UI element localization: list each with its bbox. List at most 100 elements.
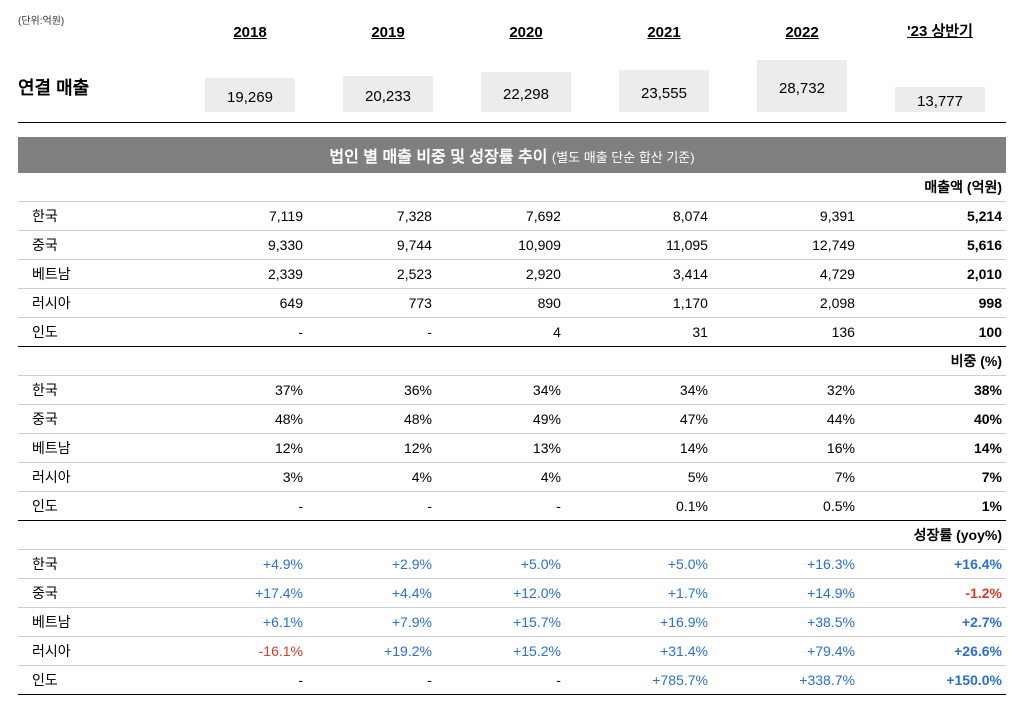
- cell: 100: [859, 318, 1006, 347]
- consolidated-revenue-label: 연결 매출: [18, 74, 178, 112]
- rev-bar-5: 13,777: [895, 87, 985, 112]
- row-label: 한국: [18, 376, 178, 405]
- row-label: 인도: [18, 666, 178, 695]
- cell: 3%: [178, 463, 307, 492]
- cell: 4: [436, 318, 565, 347]
- cell: -: [436, 666, 565, 695]
- cell: +150.0%: [859, 666, 1006, 695]
- cell: 38%: [859, 376, 1006, 405]
- cell: 10,909: [436, 231, 565, 260]
- cell: +26.6%: [859, 637, 1006, 666]
- cell: 1,170: [565, 289, 712, 318]
- cell: -: [436, 492, 565, 521]
- cell: 7%: [859, 463, 1006, 492]
- year-2020: 2020: [460, 24, 592, 49]
- rev-bar-3: 23,555: [619, 70, 709, 112]
- cell: 0.5%: [712, 492, 859, 521]
- cell: 40%: [859, 405, 1006, 434]
- cell: +6.1%: [178, 608, 307, 637]
- rev-bar-cell-5: 13,777: [874, 55, 1006, 112]
- cell: +1.7%: [565, 579, 712, 608]
- cell: 9,744: [307, 231, 436, 260]
- cell: 4%: [436, 463, 565, 492]
- cell: 11,095: [565, 231, 712, 260]
- cell: 48%: [178, 405, 307, 434]
- row-label: 인도: [18, 318, 178, 347]
- cell: +14.9%: [712, 579, 859, 608]
- cell: 34%: [436, 376, 565, 405]
- consolidated-revenue-row: 연결 매출 19,269 20,233 22,298 23,555 28,732…: [18, 55, 1006, 123]
- cell: 2,098: [712, 289, 859, 318]
- cell: 8,074: [565, 202, 712, 231]
- cell: 49%: [436, 405, 565, 434]
- cell: +785.7%: [565, 666, 712, 695]
- cell: +5.0%: [436, 550, 565, 579]
- year-2019: 2019: [322, 24, 454, 49]
- cell: 14%: [859, 434, 1006, 463]
- cell: 7,119: [178, 202, 307, 231]
- rev-bar-cell-1: 20,233: [322, 55, 454, 112]
- unit-label: (단위:억원): [18, 12, 178, 49]
- cell: 2,339: [178, 260, 307, 289]
- cell: +38.5%: [712, 608, 859, 637]
- cell: +16.4%: [859, 550, 1006, 579]
- section-title-main: 법인 별 매출 비중 및 성장률 추이: [329, 149, 547, 166]
- cell: +79.4%: [712, 637, 859, 666]
- cell: 12%: [178, 434, 307, 463]
- cell: +338.7%: [712, 666, 859, 695]
- cell: 5,616: [859, 231, 1006, 260]
- cell: 2,010: [859, 260, 1006, 289]
- cell: 2,523: [307, 260, 436, 289]
- cell: +12.0%: [436, 579, 565, 608]
- cell: 5%: [565, 463, 712, 492]
- cell: +16.3%: [712, 550, 859, 579]
- cell: 7,328: [307, 202, 436, 231]
- section-title: 법인 별 매출 비중 및 성장률 추이 (별도 매출 단순 합산 기준): [18, 137, 1006, 173]
- row-label: 한국: [18, 202, 178, 231]
- row-label: 중국: [18, 231, 178, 260]
- rev-bar-cell-4: 28,732: [736, 55, 868, 112]
- row-label: 러시아: [18, 289, 178, 318]
- cell: +17.4%: [178, 579, 307, 608]
- cell: +19.2%: [307, 637, 436, 666]
- cell: -: [178, 492, 307, 521]
- year-23h1: '23 상반기: [874, 20, 1006, 49]
- cell: +4.4%: [307, 579, 436, 608]
- header-row: (단위:억원) 2018 2019 2020 2021 2022 '23 상반기: [18, 12, 1006, 49]
- cell: 12%: [307, 434, 436, 463]
- cell: 4,729: [712, 260, 859, 289]
- cell: 773: [307, 289, 436, 318]
- cell: -: [178, 666, 307, 695]
- cell: 12,749: [712, 231, 859, 260]
- cell: -1.2%: [859, 579, 1006, 608]
- cell: 16%: [712, 434, 859, 463]
- cell: -: [307, 318, 436, 347]
- cell: 47%: [565, 405, 712, 434]
- cell: 5,214: [859, 202, 1006, 231]
- cell: 14%: [565, 434, 712, 463]
- cell: 9,330: [178, 231, 307, 260]
- rev-bar-cell-0: 19,269: [184, 55, 316, 112]
- rev-bar-0: 19,269: [205, 78, 295, 112]
- cell: +15.7%: [436, 608, 565, 637]
- cell: 48%: [307, 405, 436, 434]
- cell: 7%: [712, 463, 859, 492]
- cell: 998: [859, 289, 1006, 318]
- section-title-sub: (별도 매출 단순 합산 기준): [552, 150, 695, 165]
- cell: -: [307, 492, 436, 521]
- cell: 32%: [712, 376, 859, 405]
- row-label: 러시아: [18, 637, 178, 666]
- rev-bar-cell-3: 23,555: [598, 55, 730, 112]
- cell: +16.9%: [565, 608, 712, 637]
- cell: 9,391: [712, 202, 859, 231]
- cell: -: [307, 666, 436, 695]
- cell: 44%: [712, 405, 859, 434]
- row-label: 베트남: [18, 434, 178, 463]
- cell: +2.9%: [307, 550, 436, 579]
- cell: 4%: [307, 463, 436, 492]
- cell: 1%: [859, 492, 1006, 521]
- cell: 37%: [178, 376, 307, 405]
- row-label: 베트남: [18, 260, 178, 289]
- group-header: 매출액 (억원): [18, 173, 1006, 202]
- year-2022: 2022: [736, 24, 868, 49]
